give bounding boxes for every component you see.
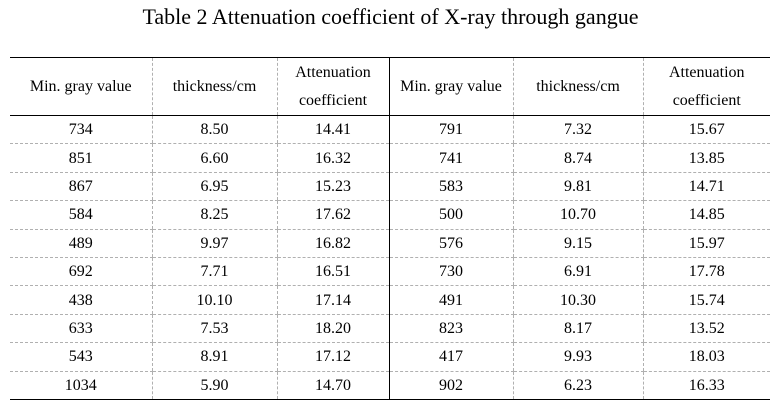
- cell-attenuation-coefficient: 18.20: [276, 314, 389, 344]
- cell-min-gray-value-2: 417: [388, 342, 513, 372]
- cell-thickness-2: 7.32: [512, 115, 643, 145]
- cell-min-gray-value: 867: [10, 172, 152, 202]
- cell-thickness: 7.53: [151, 314, 277, 344]
- cell-thickness-2: 9.15: [512, 229, 643, 258]
- cell-attenuation-coefficient-2: 15.97: [642, 229, 770, 258]
- cell-thickness-2: 6.23: [512, 371, 643, 400]
- cell-thickness-2: 10.30: [512, 285, 643, 315]
- table-row: 489 9.97 16.82 576 9.15 15.97: [10, 229, 770, 258]
- cell-min-gray-value-2: 491: [388, 285, 513, 315]
- cell-attenuation-coefficient-2: 18.03: [642, 342, 770, 372]
- cell-attenuation-coefficient-2: 15.74: [642, 285, 770, 315]
- cell-thickness: 8.91: [151, 342, 277, 372]
- cell-thickness-2: 8.17: [512, 314, 643, 344]
- cell-thickness: 5.90: [151, 371, 277, 400]
- table-row: 633 7.53 18.20 823 8.17 13.52: [10, 314, 770, 344]
- cell-attenuation-coefficient-2: 14.85: [642, 200, 770, 230]
- cell-min-gray-value-2: 730: [388, 257, 513, 287]
- table-row: 584 8.25 17.62 500 10.70 14.85: [10, 200, 770, 230]
- table-row: 692 7.71 16.51 730 6.91 17.78: [10, 257, 770, 287]
- header-thickness-2: thickness/cm: [512, 57, 643, 116]
- cell-thickness: 8.50: [151, 115, 277, 145]
- table-body: 734 8.50 14.41 791 7.32 15.67 851 6.60 16.32 741 8…: [10, 115, 770, 400]
- cell-thickness-2: 6.91: [512, 257, 643, 287]
- cell-min-gray-value: 633: [10, 314, 152, 344]
- table-row: 851 6.60 16.32 741 8.74 13.85: [10, 143, 770, 173]
- cell-min-gray-value: 734: [10, 115, 152, 145]
- attenuation-table: Min. gray value thickness/cm Attenuation…: [10, 57, 770, 400]
- cell-attenuation-coefficient-2: 14.71: [642, 172, 770, 202]
- cell-thickness: 7.71: [151, 257, 277, 287]
- cell-attenuation-coefficient: 16.32: [276, 143, 389, 173]
- table-row: 734 8.50 14.41 791 7.32 15.67: [10, 115, 770, 145]
- cell-thickness: 6.95: [151, 172, 277, 202]
- cell-min-gray-value: 543: [10, 342, 152, 372]
- cell-attenuation-coefficient: 16.51: [276, 257, 389, 287]
- cell-min-gray-value-2: 576: [388, 229, 513, 258]
- cell-min-gray-value: 692: [10, 257, 152, 287]
- cell-thickness-2: 10.70: [512, 200, 643, 230]
- cell-attenuation-coefficient: 17.62: [276, 200, 389, 230]
- table-row: 867 6.95 15.23 583 9.81 14.71: [10, 172, 770, 202]
- cell-min-gray-value: 438: [10, 285, 152, 315]
- cell-attenuation-coefficient-2: 15.67: [642, 115, 770, 145]
- table-row: 438 10.10 17.14 491 10.30 15.74: [10, 285, 770, 315]
- header-thickness: thickness/cm: [151, 57, 277, 116]
- table-row: 543 8.91 17.12 417 9.93 18.03: [10, 342, 770, 372]
- cell-attenuation-coefficient-2: 13.85: [642, 143, 770, 173]
- cell-thickness-2: 9.93: [512, 342, 643, 372]
- cell-min-gray-value: 489: [10, 229, 152, 258]
- cell-attenuation-coefficient: 14.70: [276, 371, 389, 400]
- cell-min-gray-value-2: 583: [388, 172, 513, 202]
- cell-thickness: 10.10: [151, 285, 277, 315]
- cell-thickness-2: 8.74: [512, 143, 643, 173]
- header-min-gray-value: Min. gray value: [10, 57, 152, 116]
- table-row: 1034 5.90 14.70 902 6.23 16.33: [10, 371, 770, 400]
- cell-thickness: 9.97: [151, 229, 277, 258]
- cell-min-gray-value: 851: [10, 143, 152, 173]
- cell-attenuation-coefficient: 14.41: [276, 115, 389, 145]
- cell-attenuation-coefficient: 16.82: [276, 229, 389, 258]
- cell-thickness-2: 9.81: [512, 172, 643, 202]
- table-title: Table 2 Attenuation coefficient of X-ray…: [142, 4, 639, 29]
- cell-min-gray-value: 584: [10, 200, 152, 230]
- header-row: Min. gray value thickness/cm Attenuation…: [10, 57, 770, 116]
- cell-attenuation-coefficient: 17.14: [276, 285, 389, 315]
- header-attenuation-coefficient-2: Attenuation coefficient: [642, 57, 770, 116]
- header-attenuation-coefficient: Attenuation coefficient: [276, 57, 389, 116]
- cell-thickness: 6.60: [151, 143, 277, 173]
- cell-min-gray-value: 1034: [64, 376, 97, 394]
- cell-min-gray-value-2: 791: [388, 115, 513, 145]
- cell-attenuation-coefficient-2: 16.33: [642, 371, 770, 400]
- cell-min-gray-value-2: 823: [388, 314, 513, 344]
- cell-thickness: 8.25: [151, 200, 277, 230]
- header-min-gray-value-2: Min. gray value: [388, 57, 513, 116]
- cell-attenuation-coefficient-2: 13.52: [642, 314, 770, 344]
- cell-min-gray-value-2: 741: [388, 143, 513, 173]
- cell-min-gray-value-2: 902: [388, 371, 513, 400]
- cell-attenuation-coefficient: 17.12: [276, 342, 389, 372]
- cell-attenuation-coefficient-2: 17.78: [642, 257, 770, 287]
- cell-attenuation-coefficient: 15.23: [276, 172, 389, 202]
- cell-min-gray-value-2: 500: [388, 200, 513, 230]
